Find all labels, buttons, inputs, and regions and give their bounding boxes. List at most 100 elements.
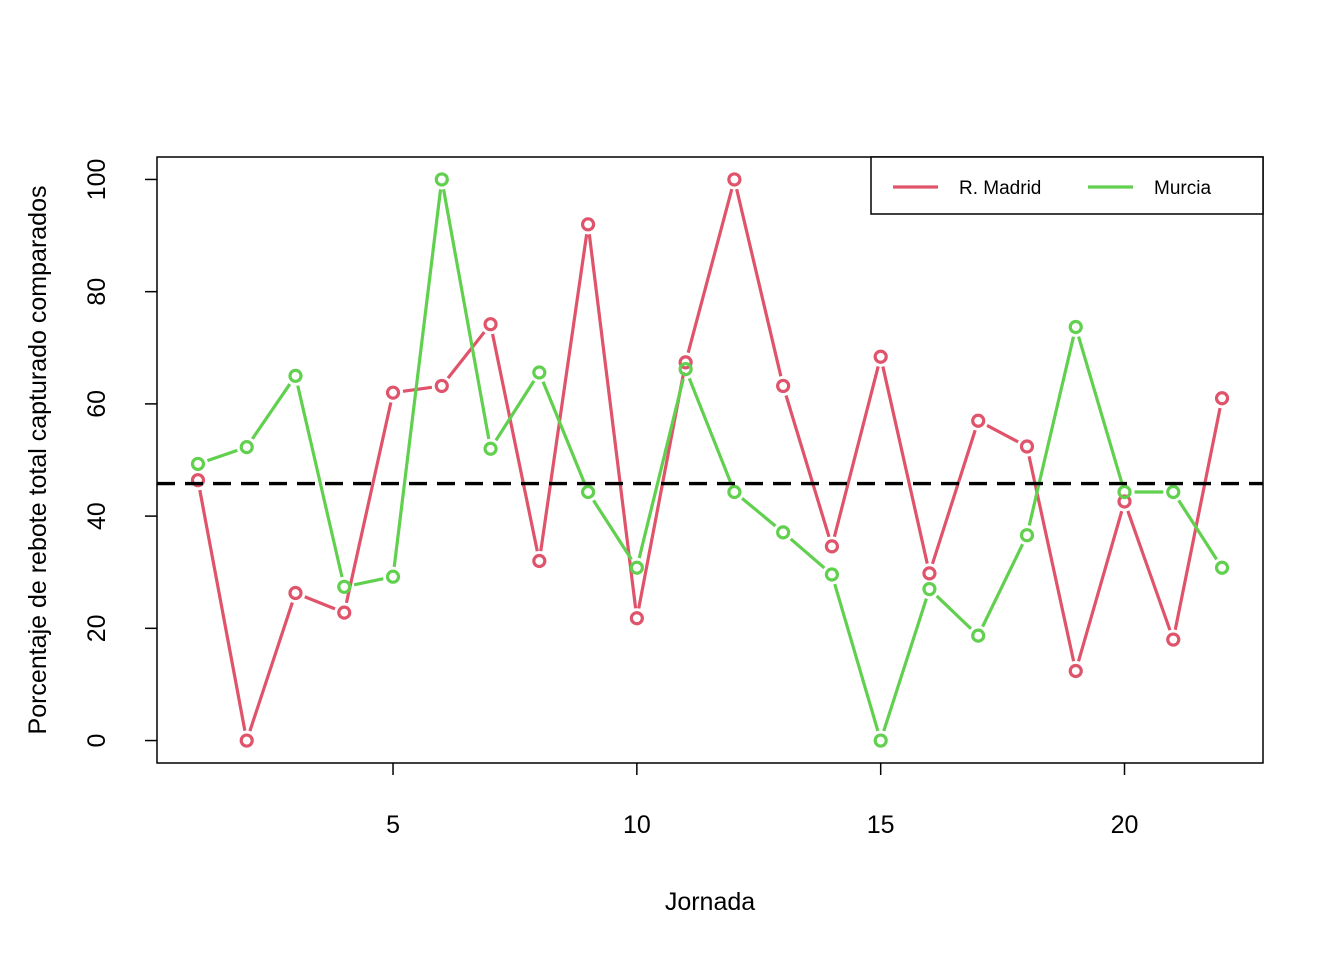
series-segment [344, 402, 393, 604]
series-segment [686, 188, 734, 354]
data-point [483, 317, 498, 332]
data-point [1068, 319, 1083, 335]
series-segment [392, 189, 443, 567]
series-segment [833, 583, 880, 732]
data-point [1019, 528, 1035, 543]
x-tick-label-5: 5 [386, 811, 400, 839]
series-segment [735, 188, 783, 377]
series-segment [882, 598, 928, 732]
series-segment [687, 377, 733, 484]
data-point [727, 484, 742, 500]
series-segment [494, 380, 536, 442]
series-segment [491, 333, 539, 552]
series-segment [935, 594, 973, 630]
legend-label: R. Madrid [959, 178, 1041, 199]
data-point [385, 569, 401, 584]
series-segment [1027, 336, 1076, 526]
series-segment [930, 429, 977, 565]
series-segment [592, 499, 633, 561]
series-segment [304, 595, 336, 611]
series-segment [1027, 455, 1076, 662]
y-tick-label-20: 20 [83, 614, 111, 642]
data-point [190, 456, 206, 472]
data-point [434, 172, 449, 187]
series-segment [1077, 336, 1124, 483]
series-segment [198, 489, 247, 732]
data-point [873, 733, 888, 748]
data-point [873, 349, 888, 364]
y-tick-label-40: 40 [83, 502, 111, 530]
plot-frame [156, 156, 1264, 764]
data-point [288, 368, 303, 383]
data-point [239, 439, 254, 455]
y-tick-label-100: 100 [83, 159, 111, 201]
series-murcia [190, 172, 1230, 748]
series-r-madrid [190, 172, 1230, 748]
data-point [1166, 484, 1181, 500]
series-segment [251, 383, 292, 440]
x-axis-title: Jornada [665, 888, 755, 916]
data-point [288, 585, 303, 601]
legend-label: Murcia [1154, 178, 1211, 199]
data-point [580, 217, 596, 232]
series-segment [248, 601, 294, 732]
data-point [1068, 663, 1083, 679]
data-point [1214, 560, 1230, 575]
data-point [678, 355, 693, 370]
series-segment [587, 234, 638, 609]
series-segment [353, 577, 384, 587]
y-tick-label-0: 0 [83, 734, 111, 748]
series-segment [206, 448, 238, 463]
y-tick-label-80: 80 [83, 278, 111, 306]
data-point [824, 539, 840, 554]
x-tick-label-10: 10 [623, 811, 651, 839]
series-segment [1126, 510, 1172, 631]
series-segment [784, 395, 831, 538]
data-point [434, 378, 449, 394]
data-point [337, 579, 352, 594]
series-segment [986, 423, 1019, 444]
series-segment [637, 378, 685, 559]
series-segment [789, 537, 826, 570]
data-point [532, 553, 547, 569]
data-point [1166, 632, 1181, 647]
data-point [824, 567, 840, 582]
series-segment [539, 234, 589, 552]
data-point [1019, 439, 1035, 454]
data-point [337, 605, 352, 620]
series-segment [441, 188, 491, 440]
data-point [532, 365, 547, 380]
data-point [629, 611, 644, 626]
data-point [385, 385, 401, 400]
data-point [727, 172, 742, 187]
data-point [971, 413, 986, 428]
data-point [483, 441, 498, 456]
data-point [922, 566, 937, 581]
data-point [1117, 484, 1132, 500]
x-tick-label-15: 15 [867, 811, 895, 839]
plot-area [157, 172, 1263, 748]
data-point [678, 362, 693, 377]
data-point [971, 628, 986, 643]
data-point [580, 484, 596, 500]
series-segment [981, 543, 1025, 628]
series-segment [541, 381, 586, 484]
y-tick-label-60: 60 [83, 390, 111, 418]
data-point [190, 473, 206, 488]
data-point [922, 581, 937, 597]
axes: 5 10 15 20 0 20 40 60 80 100 [83, 156, 1264, 839]
y-axis-title: Porcentaje de rebote total capturado com… [24, 186, 52, 735]
data-point [776, 378, 791, 394]
series-segment [741, 497, 777, 528]
data-point [239, 733, 254, 748]
data-point [776, 525, 791, 540]
data-point [629, 560, 644, 575]
series-segment [1177, 499, 1218, 561]
x-tick-label-20: 20 [1111, 811, 1139, 839]
series-segment [296, 385, 344, 578]
series-segment [832, 366, 880, 538]
series-segment [881, 366, 929, 564]
series-segment [1173, 407, 1222, 631]
series-segment [446, 331, 486, 380]
